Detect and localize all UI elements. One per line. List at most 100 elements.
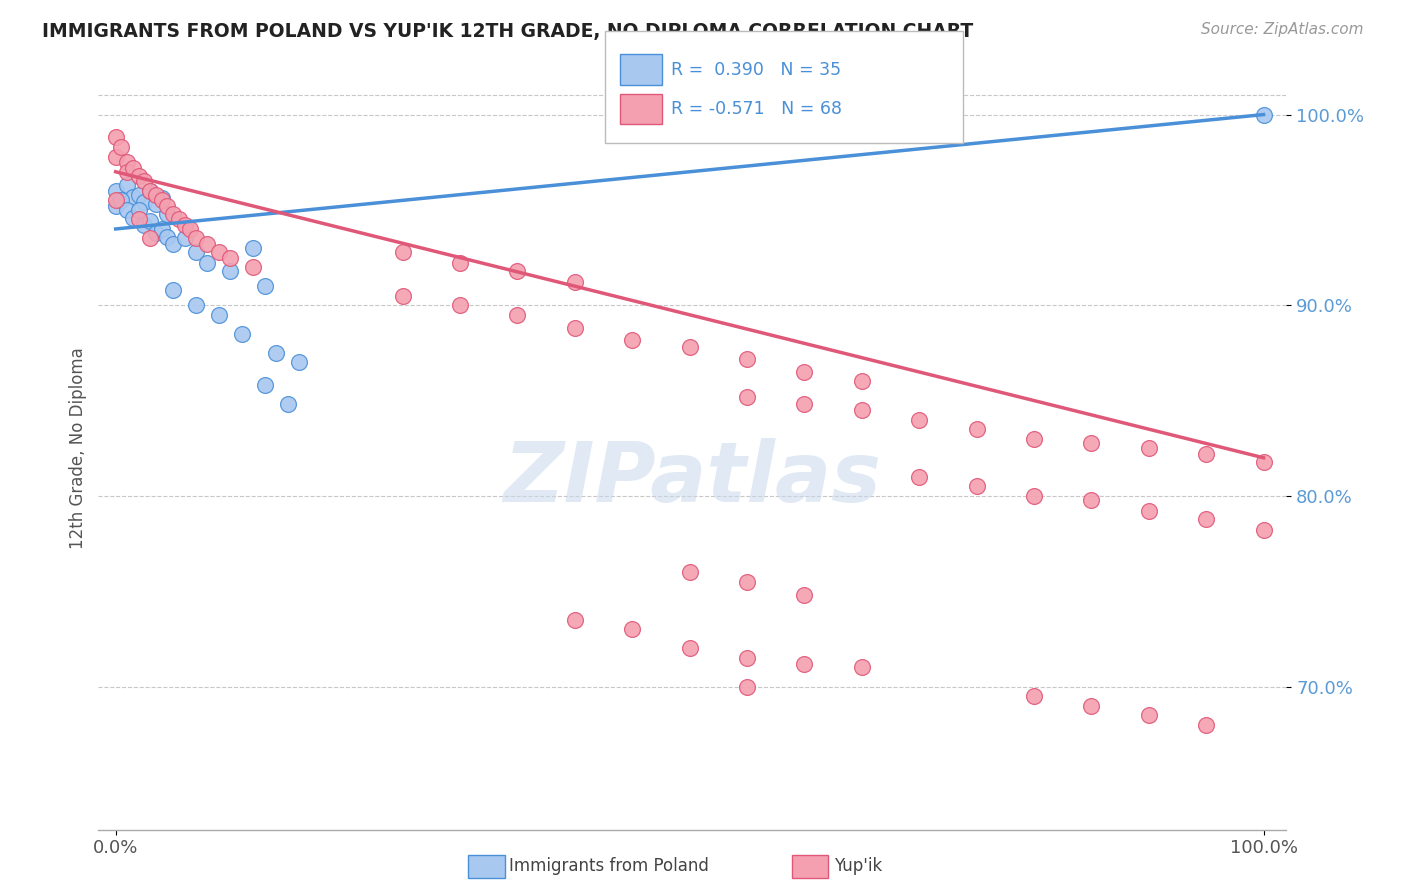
Point <box>150 194 173 208</box>
Text: R = -0.571   N = 68: R = -0.571 N = 68 <box>671 100 842 118</box>
Point <box>735 680 758 694</box>
Point <box>134 174 156 188</box>
Point <box>1253 523 1275 537</box>
Point <box>1080 492 1102 507</box>
Point <box>793 397 815 411</box>
Point <box>184 231 207 245</box>
Point <box>184 244 207 259</box>
Point <box>506 308 529 322</box>
Point <box>564 321 586 335</box>
Point <box>1022 689 1045 703</box>
Point <box>156 199 179 213</box>
Point <box>253 378 276 392</box>
Point <box>449 256 471 270</box>
Point <box>391 244 413 259</box>
Point <box>150 222 173 236</box>
Point <box>851 660 873 674</box>
Point <box>678 340 700 354</box>
Point <box>231 326 253 341</box>
Point <box>1137 504 1160 518</box>
Point <box>277 397 299 411</box>
Point <box>735 651 758 665</box>
Text: R =  0.390   N = 35: R = 0.390 N = 35 <box>671 61 841 78</box>
Text: Source: ZipAtlas.com: Source: ZipAtlas.com <box>1201 22 1364 37</box>
Y-axis label: 12th Grade, No Diploma: 12th Grade, No Diploma <box>69 347 87 549</box>
Point <box>735 351 758 366</box>
Point <box>1022 489 1045 503</box>
Point <box>1022 432 1045 446</box>
Point <box>167 212 190 227</box>
Point <box>162 283 184 297</box>
Point <box>104 199 127 213</box>
Point <box>208 308 231 322</box>
Point <box>966 479 988 493</box>
Point <box>735 390 758 404</box>
Point <box>793 588 815 602</box>
Point <box>908 412 931 426</box>
Point <box>253 279 276 293</box>
Point <box>1080 435 1102 450</box>
Point <box>139 231 162 245</box>
Text: Immigrants from Poland: Immigrants from Poland <box>509 857 709 875</box>
Point <box>391 288 413 302</box>
Point <box>104 130 127 145</box>
Point <box>242 260 264 274</box>
Point <box>121 161 143 175</box>
Point <box>678 641 700 656</box>
Point <box>266 346 288 360</box>
Point <box>851 375 873 389</box>
Point <box>134 195 156 210</box>
Point <box>156 229 179 244</box>
Point <box>288 355 311 369</box>
Point <box>115 178 138 193</box>
Point <box>793 365 815 379</box>
Point <box>1137 442 1160 455</box>
Point <box>104 184 127 198</box>
Point <box>1137 708 1160 723</box>
Text: ZIPatlas: ZIPatlas <box>503 438 882 519</box>
Point <box>219 251 242 265</box>
Point <box>208 244 231 259</box>
Point <box>115 202 138 217</box>
Point <box>735 574 758 589</box>
Point <box>115 155 138 169</box>
Text: Yup'ik: Yup'ik <box>834 857 882 875</box>
Point <box>139 214 162 228</box>
Point <box>242 241 264 255</box>
Point <box>966 422 988 436</box>
Point <box>1195 447 1218 461</box>
Point <box>128 187 150 202</box>
Point <box>162 237 184 252</box>
Point <box>621 623 644 637</box>
Point <box>564 276 586 290</box>
Point <box>179 222 201 236</box>
Point <box>851 403 873 417</box>
Point <box>197 237 219 252</box>
Point <box>150 191 173 205</box>
Point <box>184 298 207 312</box>
Point <box>564 613 586 627</box>
Point <box>621 333 644 347</box>
Text: IMMIGRANTS FROM POLAND VS YUP'IK 12TH GRADE, NO DIPLOMA CORRELATION CHART: IMMIGRANTS FROM POLAND VS YUP'IK 12TH GR… <box>42 22 973 41</box>
Point <box>1195 512 1218 526</box>
Point <box>506 264 529 278</box>
Point <box>1253 107 1275 121</box>
Point <box>139 184 162 198</box>
Point <box>104 194 127 208</box>
Point <box>678 565 700 579</box>
Point <box>1253 454 1275 468</box>
Point <box>145 226 167 240</box>
Point <box>128 169 150 183</box>
Point <box>145 197 167 211</box>
Point <box>219 264 242 278</box>
Point <box>793 657 815 671</box>
Point <box>908 470 931 484</box>
Point <box>115 165 138 179</box>
Point <box>128 202 150 217</box>
Point <box>110 140 132 154</box>
Point <box>145 187 167 202</box>
Point <box>449 298 471 312</box>
Point <box>128 212 150 227</box>
Point <box>110 194 132 208</box>
Point <box>1195 717 1218 731</box>
